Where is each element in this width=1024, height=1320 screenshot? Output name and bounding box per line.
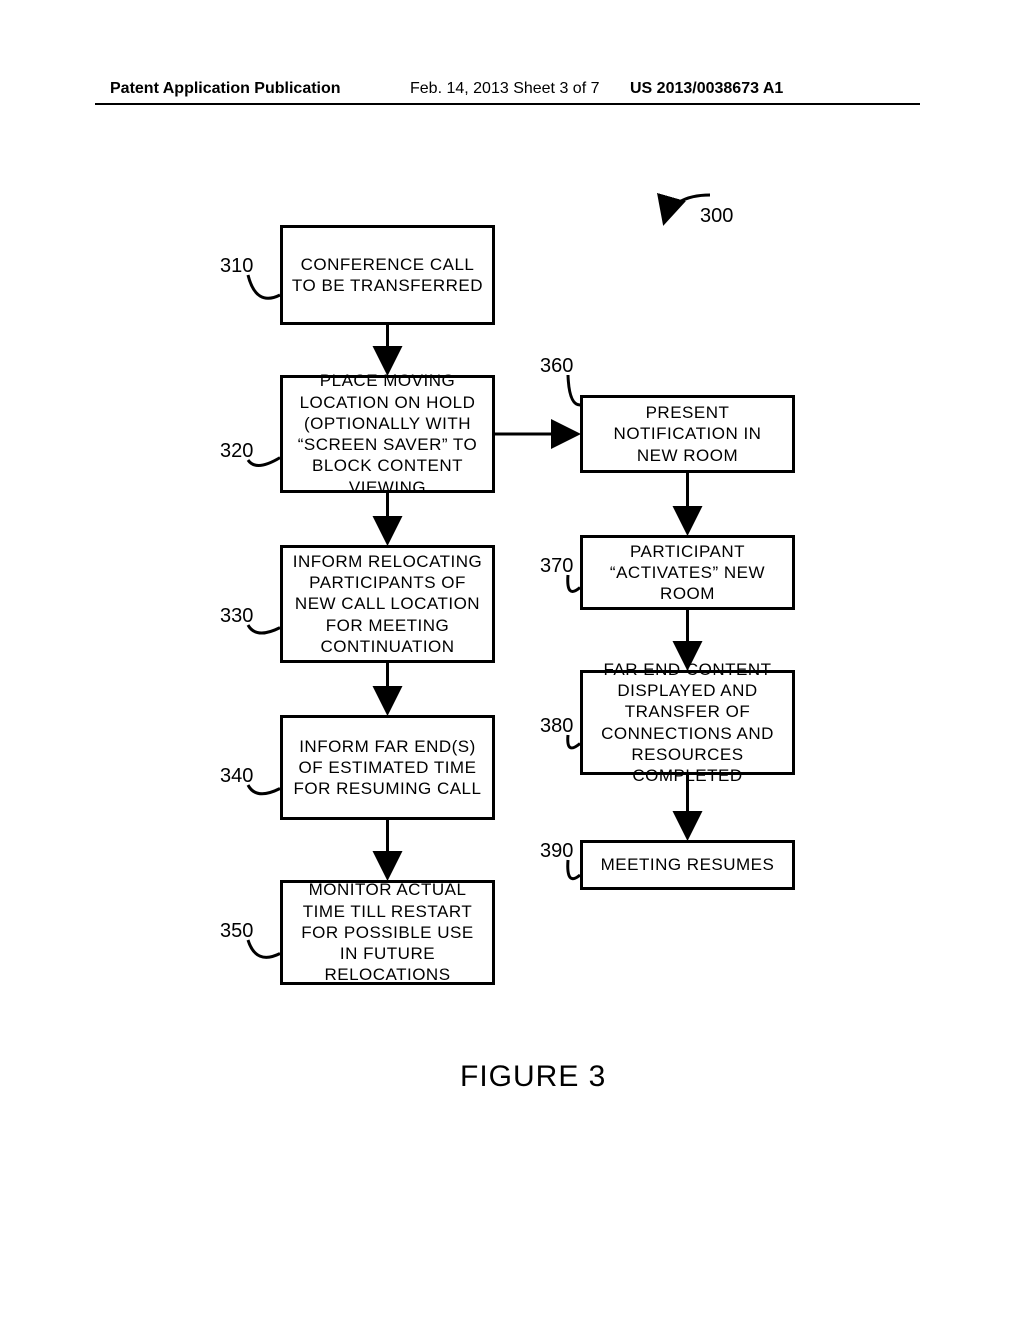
ref-label-320: 320 xyxy=(220,440,253,463)
ref-label-330: 330 xyxy=(220,605,253,628)
ref-label-310: 310 xyxy=(220,255,253,278)
flow-box-350: MONITOR ACTUAL TIME TILL RESTART FOR POS… xyxy=(280,880,495,985)
page: Patent Application Publication Feb. 14, … xyxy=(0,0,1024,1320)
flowchart-svg xyxy=(0,0,1024,1320)
ref-label-390: 390 xyxy=(540,840,573,863)
flow-box-380: FAR END CONTENT DISPLAYED AND TRANSFER O… xyxy=(580,670,795,775)
flow-box-330: INFORM RELOCATING PARTICIPANTS OF NEW CA… xyxy=(280,545,495,663)
ref-label-340: 340 xyxy=(220,765,253,788)
ref-label-370: 370 xyxy=(540,555,573,578)
flow-box-310: CONFERENCE CALL TO BE TRANSFERRED xyxy=(280,225,495,325)
flow-box-360: PRESENT NOTIFICATION IN NEW ROOM xyxy=(580,395,795,473)
flow-box-390: MEETING RESUMES xyxy=(580,840,795,890)
flow-box-320: PLACE MOVING LOCATION ON HOLD (OPTIONALL… xyxy=(280,375,495,493)
ref-label-380: 380 xyxy=(540,715,573,738)
flow-box-340: INFORM FAR END(S) OF ESTIMATED TIME FOR … xyxy=(280,715,495,820)
ref-label-360: 360 xyxy=(540,355,573,378)
ref-label-300: 300 xyxy=(700,205,733,228)
ref-label-350: 350 xyxy=(220,920,253,943)
figure-caption: FIGURE 3 xyxy=(460,1060,606,1094)
flow-box-370: PARTICIPANT “ACTIVATES” NEW ROOM xyxy=(580,535,795,610)
